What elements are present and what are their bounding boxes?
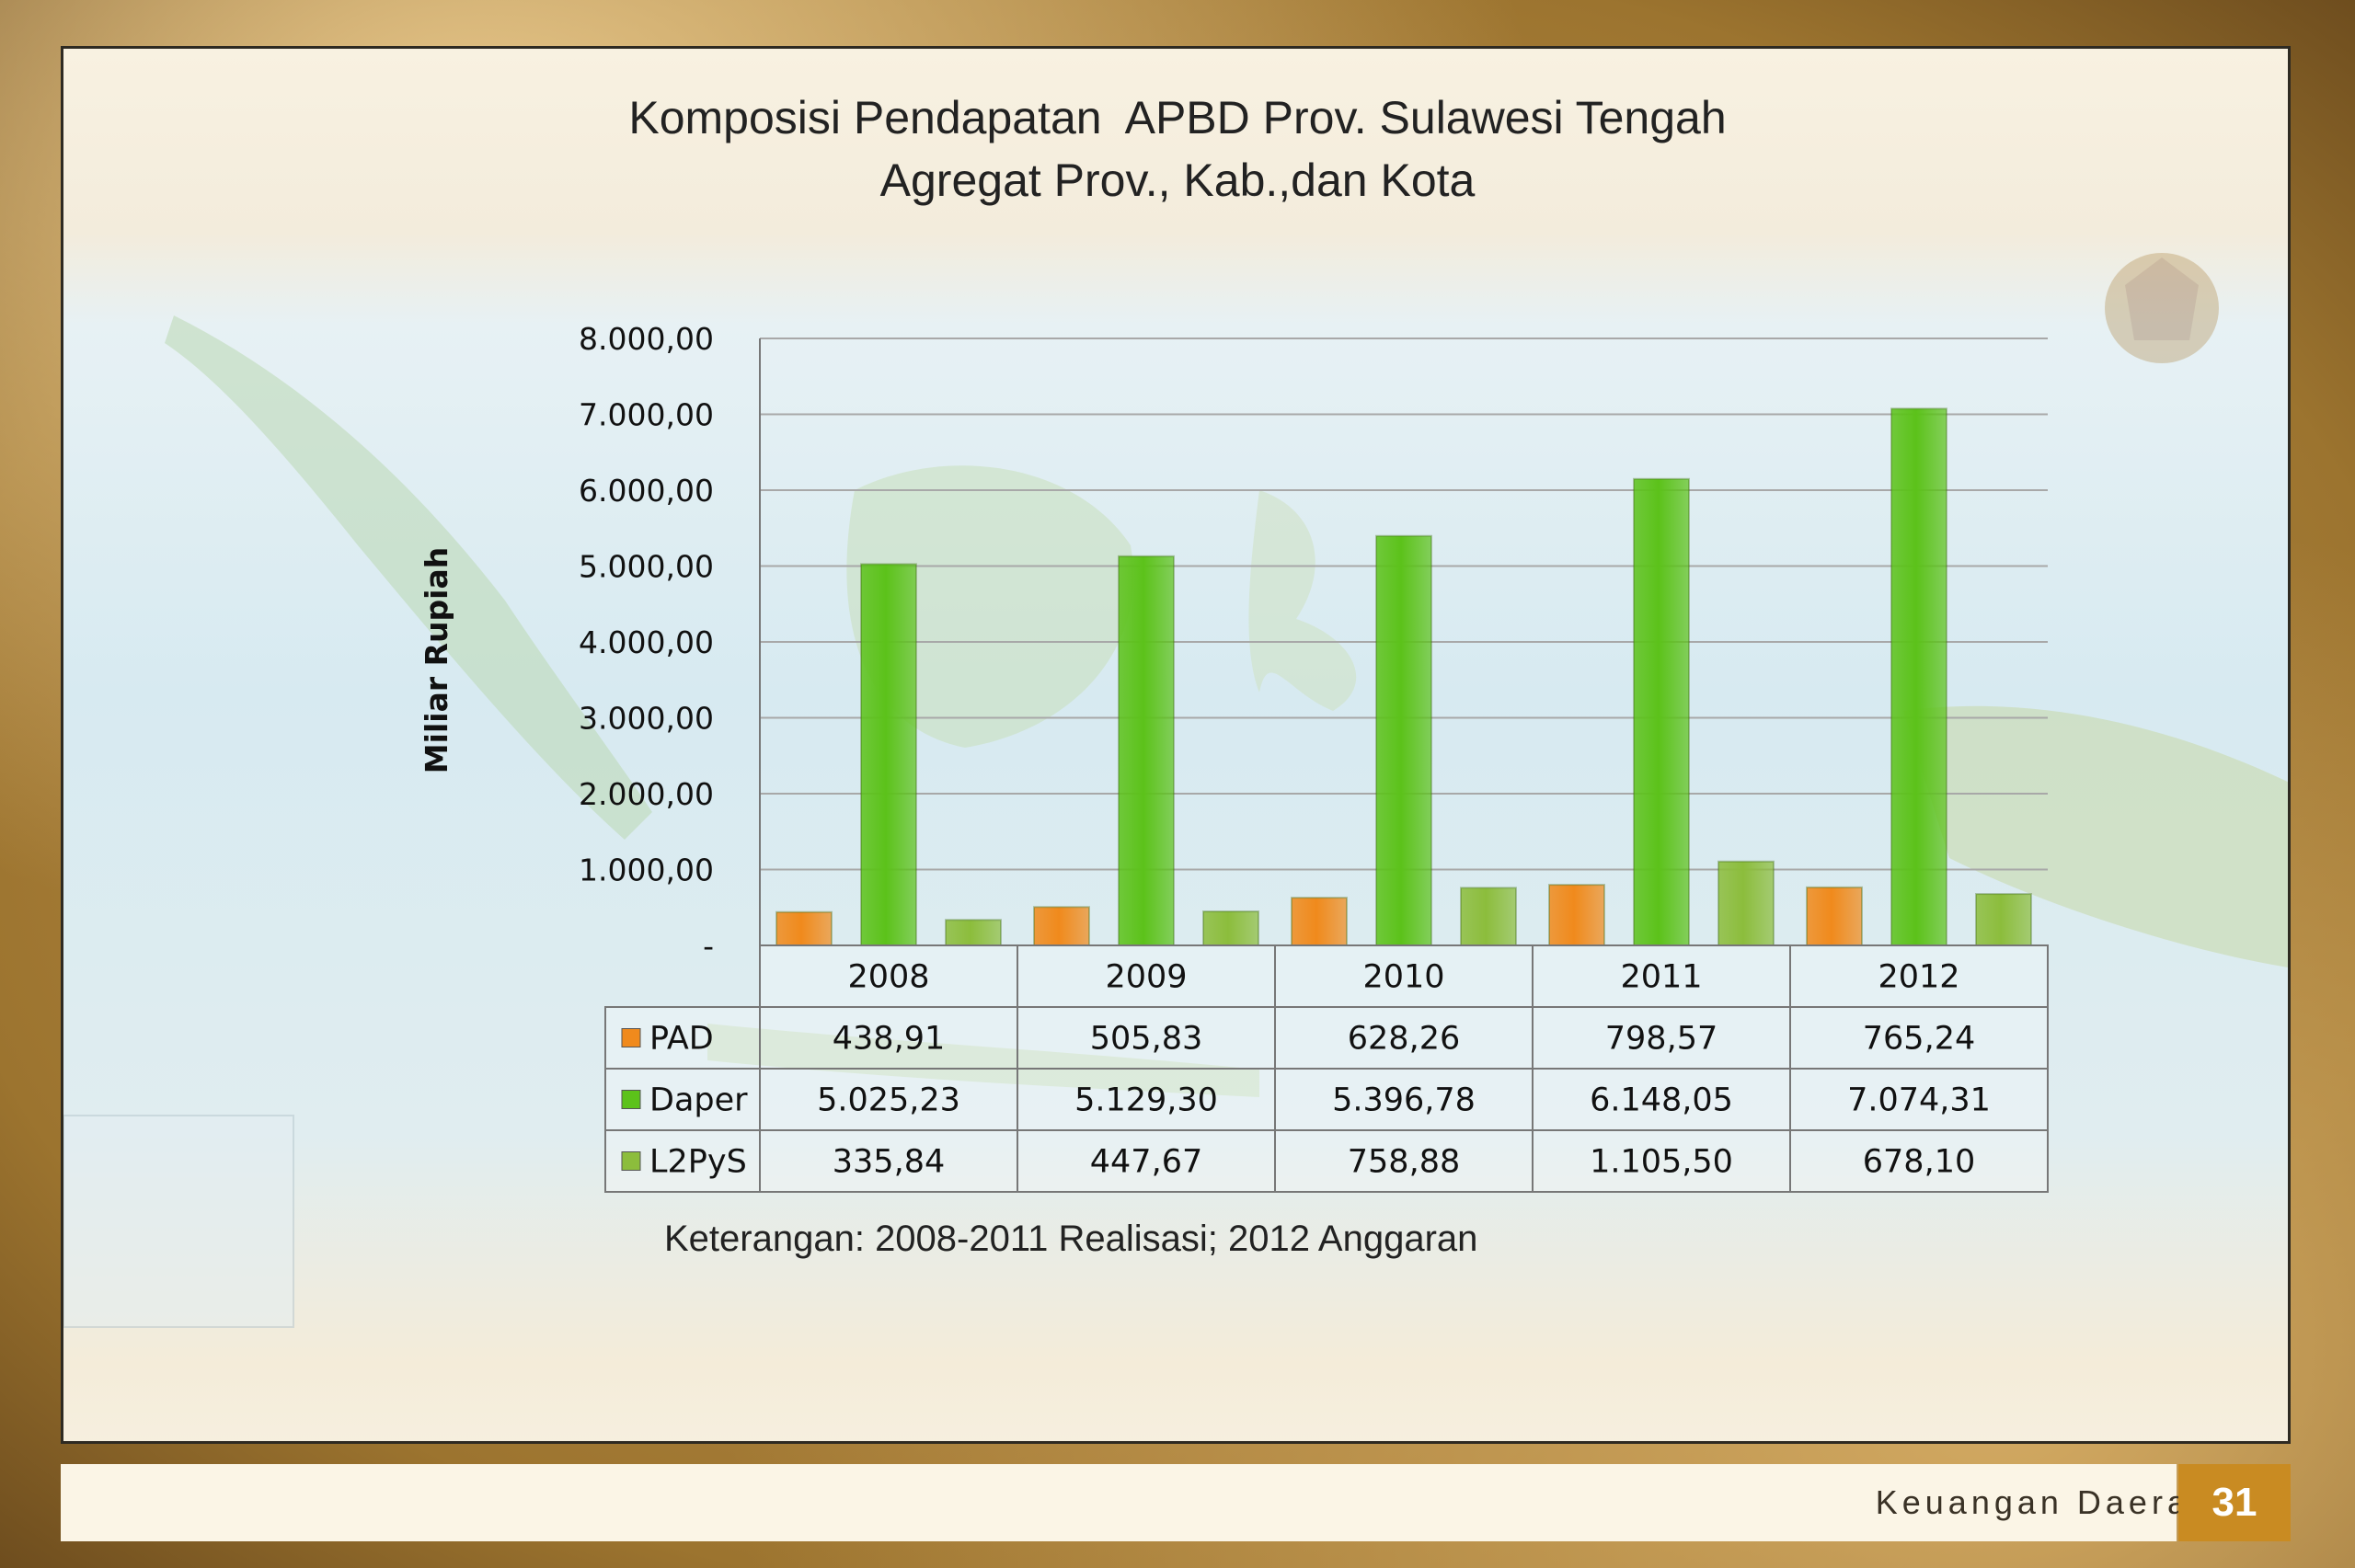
y-tick-labels: - 1.000,00 2.000,00 3.000,00 4.000,00 5.000,0… [579,321,714,964]
y-tick-label: 3.000,00 [579,701,714,737]
legend-swatch-l2pys [621,1151,641,1171]
y-tick-label: 7.000,00 [579,397,714,433]
data-label-pad: 628,26 [1348,1021,1460,1058]
data-label-l2pys: 335,84 [833,1144,945,1181]
bar-pad-2011 [1548,884,1605,947]
x-tick-label: 2009 [1105,959,1187,996]
y-tick-label: 4.000,00 [579,624,714,660]
data-label-pad: 798,57 [1605,1021,1717,1058]
bar-l2pys-2008 [945,919,1002,947]
bar-pad-2008 [775,910,833,946]
legend-swatch-pad [621,1028,641,1047]
chart-title-line1: Komposisi Pendapatan APBD Prov. Sulawesi… [628,92,1726,143]
data-label-l2pys: 758,88 [1348,1144,1460,1181]
data-label-daper: 7.074,31 [1847,1082,1991,1119]
y-tick-label: 6.000,00 [579,473,714,509]
bar-l2pys-2009 [1202,910,1259,946]
data-label-daper: 5.396,78 [1332,1082,1476,1119]
x-tick-label: 2011 [1620,959,1702,996]
legend-swatch-daper [621,1090,641,1109]
bar-daper-2012 [1890,407,1947,946]
garuda-emblem-icon [2105,253,2219,363]
x-tick-label: 2012 [1878,959,1959,996]
bar-pad-2009 [1033,906,1090,947]
data-label-daper: 6.148,05 [1590,1082,1733,1119]
data-label-pad: 765,24 [1863,1021,1975,1058]
y-tick-label: 5.000,00 [579,549,714,585]
bar-pad-2010 [1291,897,1348,947]
data-label-l2pys: 447,67 [1090,1144,1202,1181]
chart-note: Keterangan: 2008-2011 Realisasi; 2012 An… [664,1219,1477,1259]
data-label-pad: 438,91 [833,1021,945,1058]
y-tick-label: - [703,928,714,964]
data-table: 2008 2009 2010 2011 2012 PAD 438,91 505,83 628,2… [604,944,2049,1193]
data-label-daper: 5.129,30 [1074,1082,1218,1119]
bar-daper-2011 [1633,477,1690,946]
legend-label-daper: Daper [649,1082,748,1119]
footer-section-label: Keuangan Daerah [1875,1483,2213,1521]
x-tick-label: 2008 [847,959,929,996]
bar-daper-2009 [1118,555,1175,946]
data-label-l2pys: 1.105,50 [1590,1144,1733,1181]
indonesia-map-background [63,315,2288,1328]
x-tick-label: 2010 [1362,959,1444,996]
legend-label-pad: PAD [649,1021,714,1058]
bar-l2pys-2011 [1717,860,1775,947]
legend-label-l2pys: L2PyS [649,1144,747,1181]
bars [775,407,2032,947]
y-tick-label: 1.000,00 [579,853,714,888]
bar-pad-2012 [1806,886,1863,946]
bar-l2pys-2010 [1460,887,1517,946]
page-number: 31 [2178,1464,2291,1541]
data-label-pad: 505,83 [1090,1021,1202,1058]
data-label-daper: 5.025,23 [817,1082,960,1119]
y-tick-label: 8.000,00 [579,321,714,357]
bar-daper-2010 [1375,534,1432,946]
y-tick-label: 2.000,00 [579,776,714,812]
chart-title-line2: Agregat Prov., Kab.,dan Kota [880,155,1476,206]
footer-bar: Keuangan Daerah [61,1464,2209,1541]
y-axis-label: Miliar Rupiah [419,547,454,773]
bar-l2pys-2012 [1975,893,2032,947]
data-label-l2pys: 678,10 [1863,1144,1975,1181]
bar-daper-2008 [860,563,917,946]
